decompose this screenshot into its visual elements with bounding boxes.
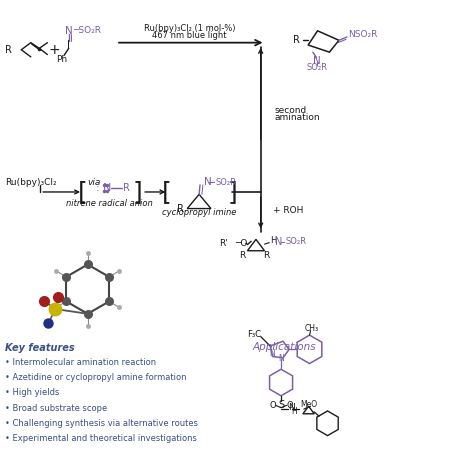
Text: NSO₂R: NSO₂R	[348, 30, 378, 38]
Text: N: N	[288, 403, 295, 412]
Text: 467 nm blue light: 467 nm blue light	[152, 31, 227, 40]
Text: N: N	[102, 183, 111, 193]
Text: O: O	[286, 401, 293, 410]
Text: second: second	[275, 106, 307, 115]
Text: N: N	[204, 177, 211, 188]
Text: R': R'	[219, 239, 228, 247]
Text: SO₂R: SO₂R	[216, 178, 237, 187]
Text: [: [	[78, 180, 88, 204]
Text: R: R	[177, 203, 183, 214]
Text: N: N	[278, 355, 284, 363]
Text: O: O	[269, 401, 276, 410]
Text: • High yields: • High yields	[5, 389, 59, 397]
Text: nitrene radical anion: nitrene radical anion	[65, 200, 153, 208]
Text: Applications: Applications	[253, 342, 316, 352]
Text: R: R	[239, 251, 246, 260]
Text: • Intermolecular amination reaction: • Intermolecular amination reaction	[5, 358, 156, 367]
Text: • Azetidine or cyclopropyl amine formation: • Azetidine or cyclopropyl amine formati…	[5, 374, 186, 382]
Text: CH₃: CH₃	[305, 324, 319, 332]
Text: SO₂R: SO₂R	[286, 237, 307, 246]
Text: +: +	[49, 43, 60, 57]
Text: N: N	[65, 26, 73, 36]
Text: :: :	[95, 183, 99, 193]
Text: R: R	[123, 183, 130, 193]
Text: • Broad substrate scope: • Broad substrate scope	[5, 404, 107, 412]
Text: SO₂R: SO₂R	[306, 63, 327, 72]
Text: MeO: MeO	[300, 400, 317, 409]
Text: ─O: ─O	[235, 239, 247, 247]
Text: N: N	[270, 349, 275, 357]
Text: R: R	[263, 251, 270, 260]
Text: R: R	[5, 45, 12, 55]
Text: I: I	[67, 40, 70, 50]
Text: Ru(bpy)₃Cl₂: Ru(bpy)₃Cl₂	[5, 178, 56, 187]
Text: [: [	[162, 180, 172, 204]
Text: ]: ]	[228, 180, 237, 204]
Text: H: H	[292, 407, 297, 416]
Text: ]: ]	[133, 180, 142, 204]
Text: + ROH: + ROH	[273, 207, 303, 215]
Text: S: S	[278, 400, 284, 410]
Text: H: H	[270, 236, 276, 245]
Text: N: N	[313, 55, 320, 66]
Text: F₃C: F₃C	[246, 330, 261, 338]
Text: ─SO₂R: ─SO₂R	[73, 27, 101, 35]
Text: Ru(bpy)₃Cl₂ (1 mol-%): Ru(bpy)₃Cl₂ (1 mol-%)	[144, 24, 236, 33]
Text: • Experimental and theoretical investigations: • Experimental and theoretical investiga…	[5, 434, 197, 443]
Text: via: via	[88, 178, 101, 187]
Text: • Challenging synthesis via alternative routes: • Challenging synthesis via alternative …	[5, 419, 198, 428]
Text: amination: amination	[275, 113, 320, 122]
Text: Key features: Key features	[5, 343, 74, 354]
Text: Ph: Ph	[56, 55, 67, 64]
Text: cyclopropyl imine: cyclopropyl imine	[162, 208, 236, 217]
Text: R: R	[293, 35, 300, 46]
Text: N: N	[275, 237, 283, 247]
